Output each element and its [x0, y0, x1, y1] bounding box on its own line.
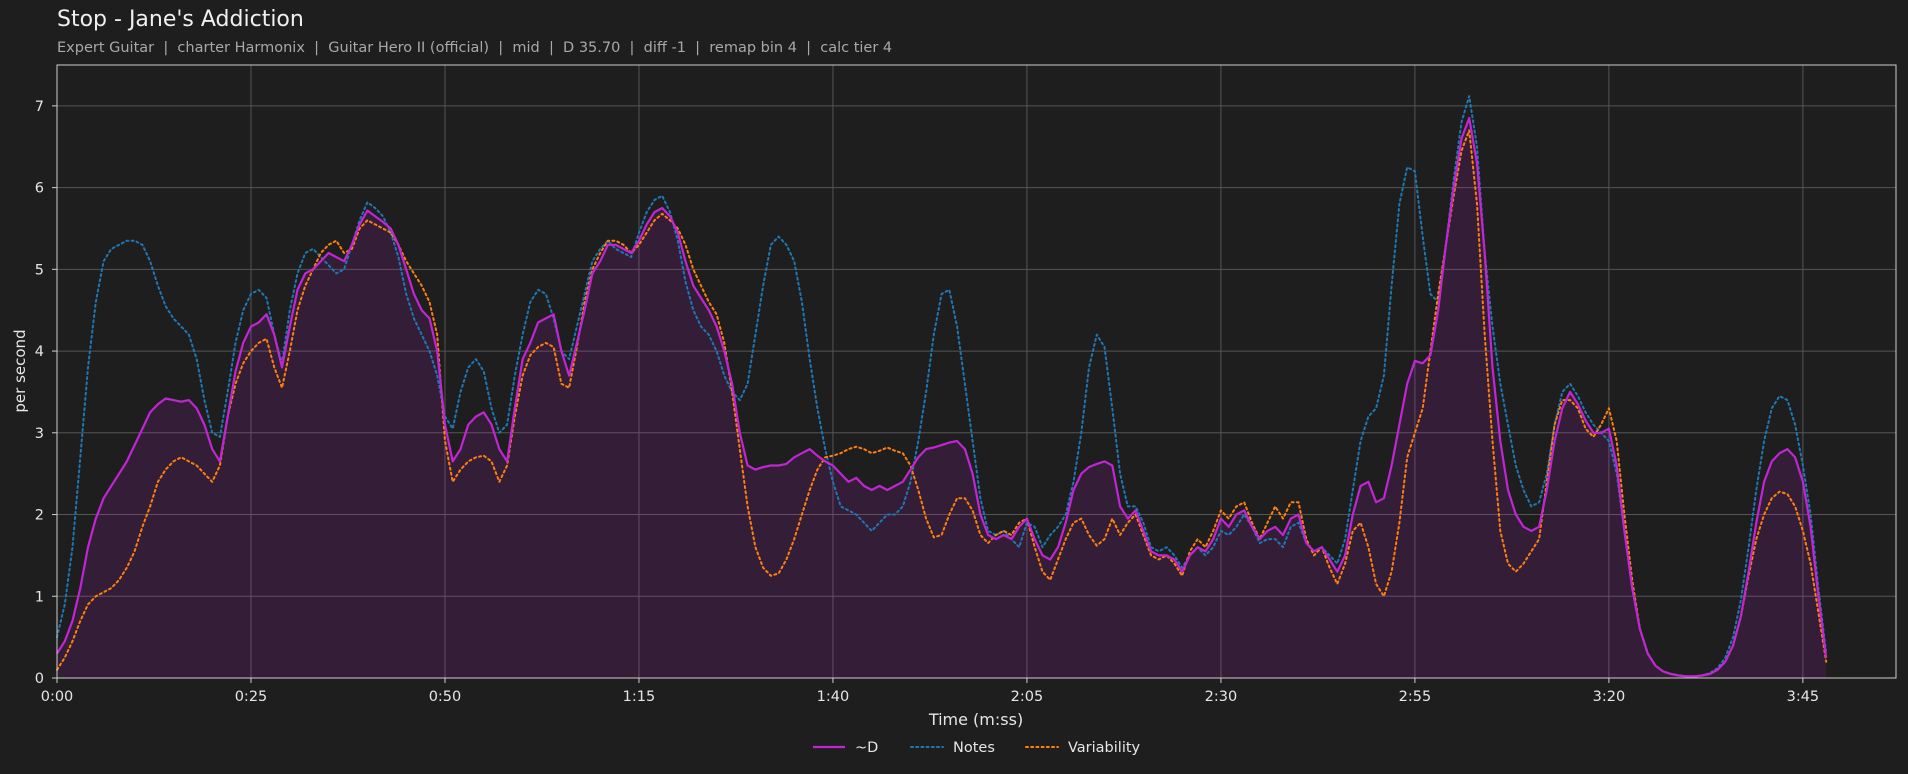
y-tick-label: 6	[35, 181, 44, 197]
y-axis-label: per second	[11, 329, 29, 412]
legend-label: ~D	[855, 740, 878, 756]
x-tick-label: 3:20	[1593, 689, 1626, 705]
y-tick-label: 7	[35, 99, 44, 115]
x-tick-label: 2:55	[1399, 689, 1432, 705]
y-tick-label: 2	[35, 508, 44, 524]
x-tick-label: 0:00	[41, 689, 74, 705]
area-fill-layer	[57, 118, 1827, 679]
x-tick-label: 1:40	[817, 689, 850, 705]
chart-title: Stop - Jane's Addiction	[57, 7, 304, 32]
y-tick-label: 3	[35, 426, 44, 442]
chart-subtitle: Expert Guitar | charter Harmonix | Guita…	[57, 40, 893, 56]
y-tick-label: 5	[35, 262, 44, 278]
x-tick-label: 2:30	[1205, 689, 1238, 705]
y-tick-label: 4	[35, 344, 44, 360]
series-layer	[56, 95, 1828, 678]
grid-lines	[56, 65, 1896, 679]
series-line-variability	[56, 129, 1828, 678]
x-tick-label: 3:45	[1787, 689, 1820, 705]
legend-label: Notes	[953, 740, 995, 756]
y-tick-label: 0	[35, 671, 44, 687]
plot-frame	[56, 64, 1897, 679]
y-tick-label: 1	[35, 589, 44, 605]
legend: ~D Notes Variability	[813, 740, 1141, 756]
x-tick-label: 1:15	[623, 689, 656, 705]
legend-label: Variability	[1068, 740, 1141, 756]
series-area-fill	[57, 118, 1827, 679]
x-tick-label: 0:25	[235, 689, 268, 705]
tick-layer: 0:00 0:25 0:50 1:15 1:40 2:05 2:30 2:55 3:20 3:45…	[35, 99, 1819, 705]
series-line-d	[56, 117, 1828, 678]
x-tick-label: 2:05	[1011, 689, 1044, 705]
x-axis-label: Time (m:ss)	[928, 710, 1023, 729]
series-line-notes	[56, 95, 1828, 678]
x-tick-label: 0:50	[429, 689, 462, 705]
